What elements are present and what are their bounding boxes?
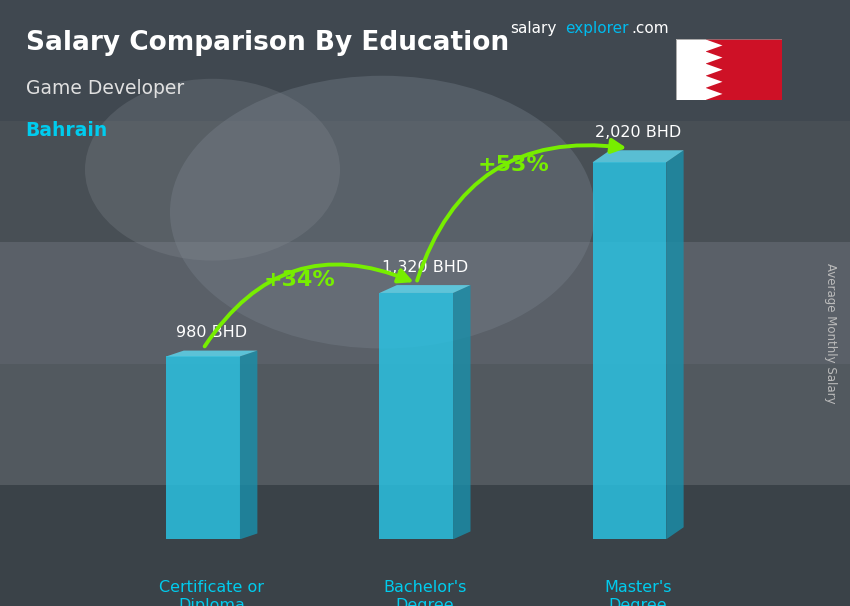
Text: .com: .com	[632, 21, 669, 36]
Polygon shape	[706, 52, 722, 64]
Polygon shape	[453, 285, 471, 539]
Polygon shape	[676, 39, 705, 100]
Polygon shape	[706, 88, 722, 100]
Text: salary: salary	[510, 21, 557, 36]
Text: Bahrain: Bahrain	[26, 121, 108, 140]
Polygon shape	[592, 162, 666, 539]
Polygon shape	[706, 39, 722, 52]
Text: explorer: explorer	[565, 21, 629, 36]
Polygon shape	[167, 351, 258, 356]
Text: Master's
Degree: Master's Degree	[604, 581, 672, 606]
Text: Game Developer: Game Developer	[26, 79, 184, 98]
Polygon shape	[379, 285, 471, 293]
Polygon shape	[592, 150, 683, 162]
Text: Bachelor's
Degree: Bachelor's Degree	[383, 581, 467, 606]
Polygon shape	[706, 64, 722, 76]
Polygon shape	[666, 150, 683, 539]
Polygon shape	[706, 76, 722, 88]
Polygon shape	[240, 351, 258, 539]
Polygon shape	[379, 293, 453, 539]
Text: Salary Comparison By Education: Salary Comparison By Education	[26, 30, 508, 56]
Text: 980 BHD: 980 BHD	[176, 325, 247, 341]
Polygon shape	[706, 39, 782, 100]
Text: Certificate or
Diploma: Certificate or Diploma	[159, 581, 264, 606]
Polygon shape	[167, 356, 240, 539]
Text: +34%: +34%	[264, 270, 336, 290]
Text: 2,020 BHD: 2,020 BHD	[595, 125, 681, 140]
Text: 1,320 BHD: 1,320 BHD	[382, 260, 468, 275]
Text: +53%: +53%	[477, 155, 549, 175]
Text: Average Monthly Salary: Average Monthly Salary	[824, 263, 837, 404]
